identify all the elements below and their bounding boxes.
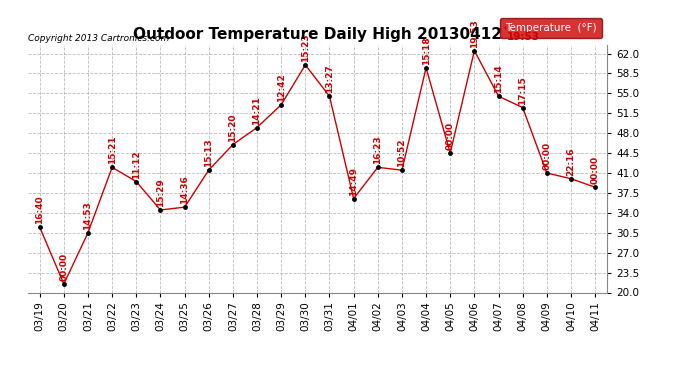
Text: 00:00: 00:00 bbox=[446, 122, 455, 150]
Text: 00:00: 00:00 bbox=[59, 253, 68, 281]
Text: 14:21: 14:21 bbox=[253, 96, 262, 124]
Legend: Temperature  (°F): Temperature (°F) bbox=[500, 18, 602, 39]
Text: 14:53: 14:53 bbox=[83, 201, 92, 230]
Text: 15:29: 15:29 bbox=[156, 178, 165, 207]
Text: Copyright 2013 Cartronics.com: Copyright 2013 Cartronics.com bbox=[28, 33, 169, 42]
Text: 00:00: 00:00 bbox=[542, 142, 551, 170]
Title: Outdoor Temperature Daily High 20130412: Outdoor Temperature Daily High 20130412 bbox=[133, 27, 502, 42]
Text: 17:15: 17:15 bbox=[518, 76, 527, 105]
Text: 10:52: 10:52 bbox=[397, 139, 406, 167]
Text: 13:27: 13:27 bbox=[325, 64, 334, 93]
Text: 16:40: 16:40 bbox=[35, 196, 44, 224]
Text: 12:42: 12:42 bbox=[277, 73, 286, 102]
Text: 15:20: 15:20 bbox=[228, 113, 237, 142]
Text: 15:13: 15:13 bbox=[204, 139, 213, 167]
Text: 22:16: 22:16 bbox=[566, 147, 575, 176]
Text: 15:21: 15:21 bbox=[108, 136, 117, 165]
Text: 15:23: 15:23 bbox=[301, 33, 310, 62]
Text: 19:53: 19:53 bbox=[507, 32, 540, 42]
Text: 15:14: 15:14 bbox=[494, 64, 503, 93]
Text: 14:49: 14:49 bbox=[349, 167, 358, 196]
Text: 11:12: 11:12 bbox=[132, 150, 141, 179]
Text: 16:23: 16:23 bbox=[373, 136, 382, 165]
Text: 14:36: 14:36 bbox=[180, 176, 189, 204]
Text: 15:18: 15:18 bbox=[422, 36, 431, 65]
Text: 00:00: 00:00 bbox=[591, 156, 600, 184]
Text: 19:53: 19:53 bbox=[470, 19, 479, 48]
